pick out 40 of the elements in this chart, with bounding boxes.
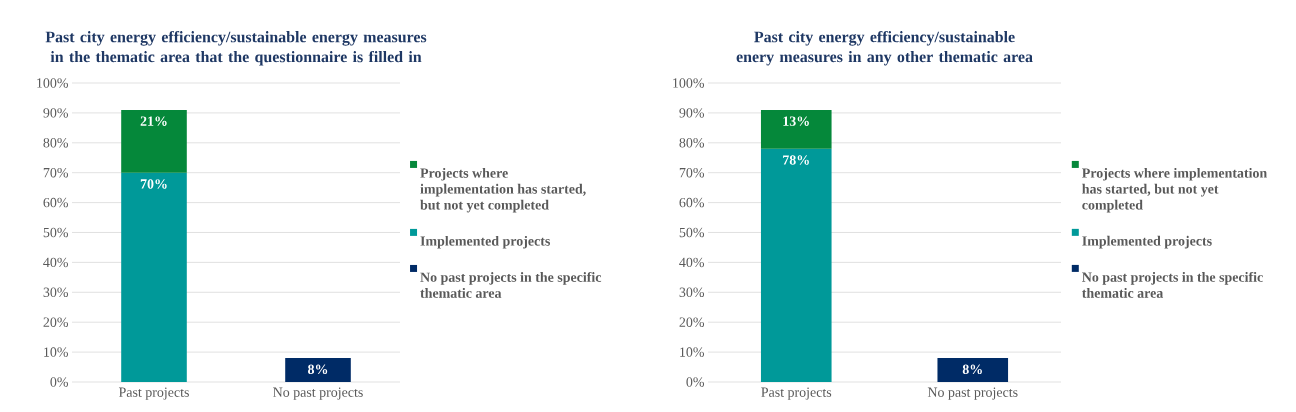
y-tick-label: 70% xyxy=(43,167,68,178)
data-label: 21% xyxy=(140,116,167,126)
data-label: 78% xyxy=(783,155,809,165)
y-tick-label: 10% xyxy=(680,347,705,357)
legend-label: Implemented projects xyxy=(420,235,550,249)
y-tick-label: 80% xyxy=(679,138,705,148)
y-tick-label: 50% xyxy=(43,227,68,238)
data-label: 70% xyxy=(140,179,167,189)
data-label: 13% xyxy=(783,116,809,126)
y-tick-label: 80% xyxy=(43,138,68,148)
y-tick-label: 70% xyxy=(679,167,705,178)
x-tick-label: Past projects xyxy=(118,387,189,400)
legend-label: Projects where implementation has started, but not yet completed xyxy=(420,167,586,213)
legend-label: Projects where implementation has started, but not yet completed xyxy=(1082,167,1267,213)
y-tick-label: 40% xyxy=(679,257,705,268)
data-label: 8% xyxy=(962,364,982,375)
y-tick-label: 30% xyxy=(43,287,68,298)
legend-label: No past projects in the specific thematic area xyxy=(420,271,602,298)
y-tick-label: 90% xyxy=(43,108,68,118)
x-tick-label: Past projects xyxy=(761,387,832,400)
y-tick-label: 40% xyxy=(43,257,68,268)
legend-label: Implemented projects xyxy=(1082,235,1212,249)
y-tick-label: 100% xyxy=(673,78,705,88)
chart-title: Past city energy efficiency/sustainable energy measures in the thematic area that the questionnaire is filled in xyxy=(45,30,427,66)
y-tick-label: 50% xyxy=(679,227,705,238)
y-tick-label: 0% xyxy=(686,377,705,387)
y-tick-label: 20% xyxy=(679,317,705,327)
data-label: 8% xyxy=(308,364,328,375)
y-tick-label: 10% xyxy=(44,347,68,357)
y-tick-label: 30% xyxy=(679,287,705,298)
x-tick-label: No past projects xyxy=(927,387,1018,400)
y-tick-label: 0% xyxy=(50,377,68,387)
legend-label: No past projects in the specific thematic area xyxy=(1082,271,1263,298)
y-tick-label: 100% xyxy=(37,78,68,88)
chart-title: Past city energy efficiency/sustainable enery measures in any other thematic area xyxy=(736,30,1033,66)
y-tick-label: 60% xyxy=(43,197,68,208)
y-tick-label: 60% xyxy=(679,197,705,208)
y-tick-label: 20% xyxy=(43,317,68,327)
x-tick-label: No past projects xyxy=(273,387,363,400)
y-tick-label: 90% xyxy=(679,108,705,118)
